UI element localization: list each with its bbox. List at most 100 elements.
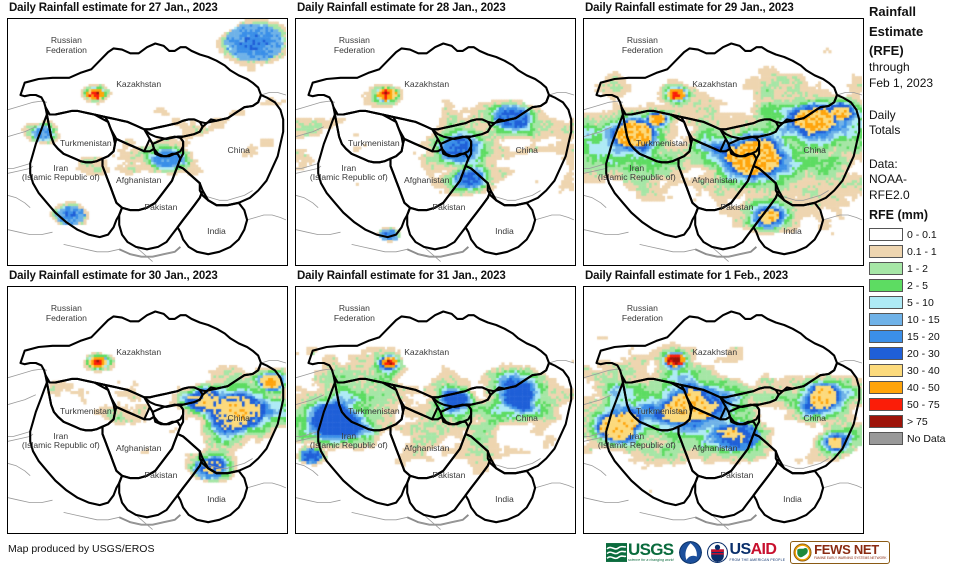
map-frame[interactable]: Russian Federation Kazakhstan Turkmenistan I… [7, 286, 288, 534]
secondary-boundary [584, 165, 610, 174]
panel-29-jan: Daily Rainfall estimate for 29 Jan., 202… [578, 0, 866, 268]
border-china [752, 361, 861, 475]
legend-label: 5 - 10 [907, 296, 934, 309]
agency-logos: USGS science for a changing world USAID [606, 537, 890, 567]
secondary-boundary [296, 433, 322, 442]
coastline-thick [32, 182, 115, 239]
border-india [464, 189, 537, 256]
rainfall-raster [584, 287, 862, 532]
border-turkmenistan [44, 106, 117, 164]
legend-row: 15 - 20 [869, 328, 965, 345]
data-source-label: Data: [869, 156, 898, 171]
border-china [464, 361, 573, 475]
usgs-wave-icon [606, 542, 627, 562]
secondary-boundary [836, 92, 862, 96]
secondary-boundary [639, 244, 696, 253]
secondary-boundary [584, 195, 607, 208]
rainfall-raster [584, 19, 862, 264]
usaid-tagline: FROM THE AMERICAN PEOPLE [729, 558, 786, 563]
border-india [752, 457, 825, 524]
secondary-boundary [351, 244, 408, 253]
panel-title: Daily Rainfall estimate for 28 Jan., 202… [297, 2, 506, 14]
map-panel-grid: Daily Rainfall estimate for 27 Jan., 202… [7, 2, 864, 534]
border-turkmenistan [620, 106, 693, 164]
secondary-boundary [706, 251, 751, 258]
secondary-boundary [8, 165, 34, 174]
legend-label: 0 - 0.1 [907, 228, 937, 241]
legend-row: 1 - 2 [869, 260, 965, 277]
legend-label: 10 - 15 [907, 313, 940, 326]
legend-row: 20 - 30 [869, 345, 965, 362]
fews-net-logo: FEWS NET FAMINE EARLY WARNING SYSTEMS NE… [790, 540, 890, 564]
secondary-boundary [534, 214, 574, 221]
border-iran [605, 113, 700, 239]
coastline-thick [608, 450, 691, 507]
border-pakistan [406, 164, 492, 251]
legend-label: No Data [907, 432, 946, 445]
usgs-logo: USGS science for a changing world [606, 541, 674, 563]
coastline-thick [320, 450, 403, 507]
noaa-seal-icon [678, 540, 702, 564]
map-credit: Map produced by USGS/EROS [8, 543, 155, 555]
secondary-boundary [8, 163, 31, 169]
noaa-logo [678, 540, 702, 564]
legend-swatch [869, 228, 903, 241]
legend-swatch [869, 313, 903, 326]
border-pakistan [118, 432, 204, 519]
panel-1-feb: Daily Rainfall estimate for 1 Feb., 2023… [578, 268, 866, 536]
border-turkmenistan [332, 374, 405, 432]
legend-label: 20 - 30 [907, 347, 940, 360]
legend-row: 0.1 - 1 [869, 243, 965, 260]
legend-row: 10 - 15 [869, 311, 965, 328]
secondary-boundary [296, 463, 319, 476]
border-china [464, 93, 573, 207]
secondary-boundary [706, 519, 751, 526]
border-pakistan [406, 432, 492, 519]
legend-swatch [869, 330, 903, 343]
border-kazakhstan [307, 310, 551, 399]
legend-row: 30 - 40 [869, 362, 965, 379]
fews-globe-icon [793, 542, 812, 562]
map-frame[interactable]: Russian Federation Kazakhstan Turkmenistan I… [583, 286, 864, 534]
legend-row: 50 - 75 [869, 396, 965, 413]
secondary-boundary [202, 190, 253, 201]
border-pakistan [694, 164, 780, 251]
legend-swatch [869, 364, 903, 377]
panel-title: Daily Rainfall estimate for 30 Jan., 202… [9, 270, 218, 282]
border-kazakhstan [595, 42, 839, 131]
legend-row: No Data [869, 430, 965, 447]
border-india [176, 457, 249, 524]
secondary-boundary [296, 165, 322, 174]
country-borders [296, 310, 574, 530]
secondary-boundary [296, 126, 324, 137]
secondary-boundary [8, 497, 53, 503]
secondary-boundary [836, 360, 862, 364]
map-frame[interactable]: Russian Federation Kazakhstan Turkmenistan I… [7, 18, 288, 266]
map-frame[interactable]: Russian Federation Kazakhstan Turkmenistan I… [295, 286, 576, 534]
fews-net-tagline: FAMINE EARLY WARNING SYSTEMS NETWORK [814, 556, 887, 561]
legend-row: 5 - 10 [869, 294, 965, 311]
rfe-title-line3: (RFE) [869, 43, 904, 58]
border-uzbekistan [669, 113, 732, 153]
secondary-boundary [296, 394, 324, 405]
secondary-boundary [8, 431, 31, 437]
secondary-boundary [202, 458, 253, 469]
secondary-boundary [423, 246, 441, 262]
map-frame[interactable]: Russian Federation Kazakhstan Turkmenistan I… [295, 18, 576, 266]
country-borders [584, 310, 862, 530]
legend-rows: 0 - 0.1 0.1 - 1 1 - 2 2 - 5 5 - 10 10 - 15 15 … [869, 226, 965, 447]
legend-swatch [869, 347, 903, 360]
secondary-boundary [778, 458, 829, 469]
legend-label: > 75 [907, 415, 928, 428]
secondary-boundary [584, 368, 623, 379]
secondary-boundary [584, 126, 612, 137]
map-frame[interactable]: Russian Federation Kazakhstan Turkmenistan I… [583, 18, 864, 266]
legend-swatch [869, 262, 903, 275]
rainfall-raster [296, 287, 574, 532]
secondary-boundary [778, 190, 829, 201]
border-india [464, 457, 537, 524]
legend-row: 0 - 0.1 [869, 226, 965, 243]
secondary-boundary [8, 126, 36, 137]
border-india [176, 189, 249, 256]
usgs-tagline: science for a changing world [628, 558, 674, 563]
